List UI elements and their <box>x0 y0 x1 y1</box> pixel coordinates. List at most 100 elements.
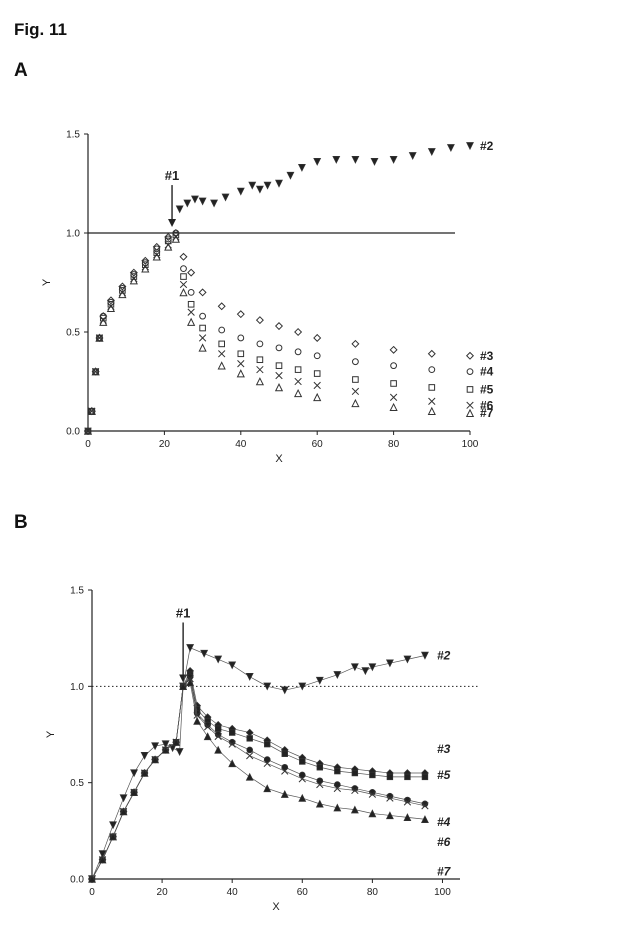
panel-a-data-point <box>275 179 283 188</box>
panel-b-data-point <box>246 735 253 742</box>
panel-b-y-axis-label: Y <box>45 730 57 738</box>
panel-b-data-point <box>245 772 254 781</box>
panel-b-data-point <box>421 773 429 781</box>
panel-a-annotation-label: #1 <box>165 168 179 183</box>
panel-b-data-point <box>204 721 211 729</box>
panel-a-data-point <box>352 376 359 383</box>
panel-b-ytick-label: 1.0 <box>70 682 84 693</box>
panel-b-data-point <box>385 811 394 820</box>
panel-b-data-point <box>263 682 272 691</box>
panel-a-xtick-label: 0 <box>85 439 91 450</box>
panel-b-data-point <box>280 686 289 695</box>
panel-b-data-point <box>119 807 128 816</box>
panel-b-data-point <box>98 855 107 864</box>
panel-a-data-point <box>199 312 207 320</box>
panel-b-data-point <box>315 676 324 685</box>
panel-b-data-point <box>280 790 289 798</box>
panel-a-data-point <box>466 368 474 376</box>
panel-a-data-point <box>466 386 474 393</box>
panel-b-data-point <box>281 767 289 775</box>
panel-a-data-point <box>221 193 230 202</box>
panel-a-data-point <box>352 358 359 366</box>
panel-a-data-point <box>294 348 302 356</box>
panel-a-series-label: #3 <box>480 349 494 363</box>
panel-b-series-label: #2 <box>437 649 451 663</box>
panel-b-data-point <box>151 742 160 751</box>
panel-a-data-point <box>191 195 199 204</box>
panel-a-data-point <box>171 234 180 243</box>
panel-a-data-point <box>390 362 398 370</box>
panel-a-data-point <box>179 252 188 261</box>
panel-a-data-point <box>118 282 127 291</box>
panel-b-data-point <box>368 809 377 818</box>
panel-b-series-label: #7 <box>437 864 452 878</box>
panel-a-series-label: #6 <box>480 398 494 412</box>
panel-a-data-point <box>152 252 161 261</box>
panel-b-data-point <box>315 799 324 808</box>
panel-a-data-point <box>389 402 398 412</box>
panel-b-ytick-label: 0.5 <box>70 778 84 789</box>
panel-a-data-point <box>217 361 226 370</box>
panel-a-data-point <box>236 369 245 378</box>
panel-a-data-point <box>218 350 226 358</box>
panel-a-data-point <box>153 245 161 253</box>
panel-b-data-point <box>421 802 429 810</box>
panel-b-data-point <box>203 732 212 741</box>
panel-b-xtick-label: 100 <box>434 887 451 898</box>
panel-a-data-point <box>164 242 173 251</box>
panel-a-annotation-arrowhead <box>168 219 177 228</box>
panel-a-data-point <box>389 156 398 164</box>
panel-a-data-point <box>275 362 283 369</box>
panel-b-data-point <box>316 780 324 789</box>
panel-a-data-point <box>130 273 138 280</box>
panel-a-data-point <box>91 367 100 376</box>
panel-a-data-point <box>313 381 321 390</box>
panel-a-data-point <box>187 317 196 326</box>
panel-a-data-point <box>465 351 475 360</box>
panel-a-data-point <box>198 334 207 342</box>
panel-b-data-point <box>228 759 237 768</box>
panel-a-data-point <box>217 302 226 311</box>
panel-a-data-point <box>198 288 207 297</box>
panel-b-data-point <box>245 728 254 737</box>
panel-a-data-point <box>180 273 187 280</box>
panel-b-series-label: #6 <box>437 835 451 849</box>
panel-a-data-point <box>107 300 115 308</box>
panel-b-data-point <box>193 716 202 725</box>
panel-b-data-point <box>98 850 107 859</box>
panel-b-data-point <box>281 750 288 757</box>
panel-a-data-point <box>180 265 187 273</box>
panel-a-xtick-label: 40 <box>235 439 247 450</box>
panel-b-data-point <box>334 767 341 775</box>
panel-a-data-point <box>428 384 436 391</box>
panel-b-data-point <box>333 784 341 793</box>
panel-b-xtick-label: 60 <box>297 887 309 898</box>
panel-a-data-point <box>141 264 150 273</box>
panel-a-data-point <box>332 156 341 164</box>
panel-a-data-point <box>99 314 107 322</box>
panel-a-data-point <box>237 360 245 368</box>
panel-b-annotation-label: #1 <box>176 605 190 620</box>
panel-a-data-point <box>293 388 303 398</box>
panel-b-data-point <box>161 740 170 749</box>
panel-a-data-point <box>255 377 265 386</box>
panel-a-series-label: #2 <box>480 139 494 153</box>
panel-b-series-line <box>91 681 425 880</box>
panel-a-data-point <box>256 365 264 374</box>
panel-b-data-point <box>214 745 223 754</box>
panel-a-y-axis-label: Y <box>41 278 53 286</box>
panel-b-data-point <box>351 769 359 777</box>
panel-a-data-point <box>427 148 436 157</box>
panel-a-data-point <box>83 426 93 435</box>
panel-a-data-point <box>389 393 398 401</box>
panel-a-data-point <box>313 333 322 342</box>
panel-b-data-point <box>421 815 429 823</box>
panel-b-data-point <box>333 803 342 812</box>
panel-b-data-point <box>361 667 370 676</box>
panel-b-data-point <box>88 874 96 883</box>
panel-a-data-point <box>446 144 455 153</box>
panel-a-data-point <box>313 370 321 377</box>
panel-a-data-point <box>106 296 115 305</box>
panel-b-data-point <box>109 821 117 830</box>
